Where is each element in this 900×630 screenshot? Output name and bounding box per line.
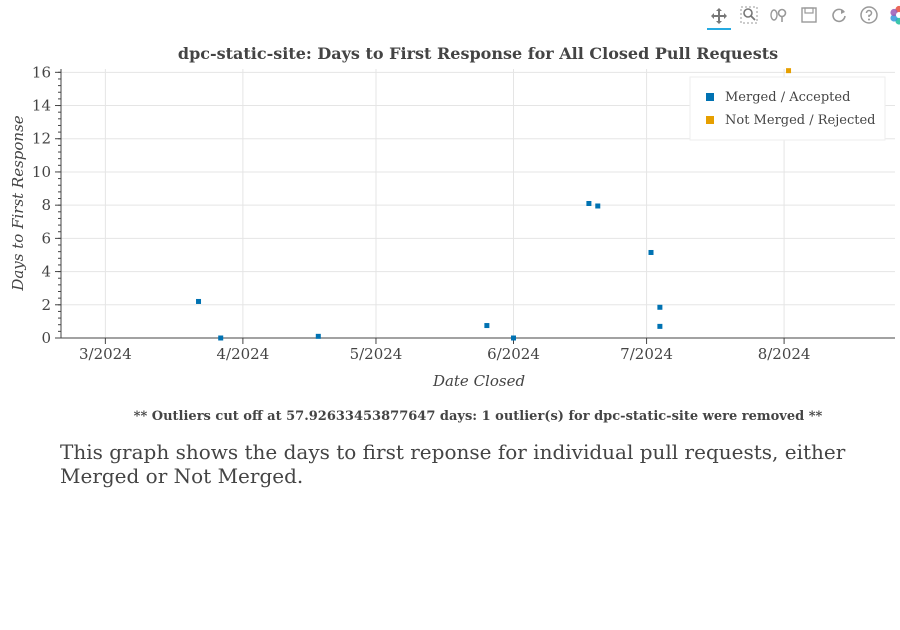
y-tick-label: 2: [41, 296, 51, 314]
merged-point: [196, 298, 202, 304]
x-tick-label: 4/2024: [216, 345, 269, 363]
outlier-footnote: ** Outliers cut off at 57.92633453877647…: [133, 409, 823, 424]
x-tick-label: 8/2024: [758, 345, 811, 363]
y-tick-label: 16: [32, 63, 51, 81]
y-tick-label: 0: [41, 329, 51, 347]
box-zoom-icon: [740, 6, 758, 24]
reset-icon: [832, 8, 846, 23]
merged-point: [315, 333, 321, 339]
legend-label: Merged / Accepted: [725, 90, 850, 105]
chart-legend: Merged / Accepted Not Merged / Rejected: [689, 76, 886, 141]
y-tick-label: 6: [41, 229, 51, 247]
not-merged-point: [786, 68, 792, 74]
y-tick-label: 10: [32, 163, 51, 181]
y-axis-label: Days to First Response: [9, 115, 27, 291]
help-button[interactable]: [857, 3, 881, 27]
x-axis-label: Date Closed: [432, 372, 525, 390]
legend-box: [689, 76, 886, 141]
x-tick-label: 5/2024: [350, 345, 403, 363]
chart-title: dpc-static-site: Days to First Response …: [178, 44, 778, 63]
x-tick-label: 6/2024: [487, 345, 540, 363]
chart-description: This graph shows the days to first repon…: [60, 440, 846, 488]
x-tick-label: 3/2024: [79, 345, 132, 363]
wheel-zoom-button[interactable]: [767, 3, 791, 27]
x-tick-label: 7/2024: [620, 345, 673, 363]
help-icon: [860, 6, 878, 24]
wheel-zoom-icon: [770, 8, 787, 22]
pan-tool-button[interactable]: [707, 3, 731, 30]
merged-point: [484, 323, 490, 329]
chart-points: [196, 68, 792, 341]
box-zoom-button[interactable]: [737, 3, 761, 27]
save-button[interactable]: [797, 3, 821, 27]
merged-point: [657, 304, 663, 310]
bokeh-logo[interactable]: [887, 3, 900, 27]
legend-swatch: [706, 116, 714, 124]
reset-button[interactable]: [827, 3, 851, 27]
chart-grid: [61, 69, 895, 339]
merged-point: [595, 203, 601, 209]
merged-point: [657, 323, 663, 329]
merged-point: [218, 335, 224, 341]
chart-axes: 0 2 4 6 8 10 12 14 16 3/2024 4/2024 5/2024 6/2024 7/2…: [32, 63, 895, 363]
bokeh-logo-icon: [890, 5, 900, 25]
y-tick-label: 14: [32, 97, 51, 115]
chart-toolbar: [690, 0, 900, 30]
legend-swatch: [706, 93, 714, 101]
move-arrows-icon: [711, 7, 727, 24]
y-tick-label: 8: [41, 196, 51, 214]
save-icon: [801, 7, 817, 23]
scatter-chart: dpc-static-site: Days to First Response …: [9, 44, 895, 390]
legend-label: Not Merged / Rejected: [725, 113, 875, 128]
merged-point: [586, 201, 592, 206]
y-tick-label: 12: [32, 130, 51, 148]
merged-point: [648, 249, 654, 255]
merged-point: [510, 335, 516, 341]
y-tick-label: 4: [41, 263, 51, 281]
